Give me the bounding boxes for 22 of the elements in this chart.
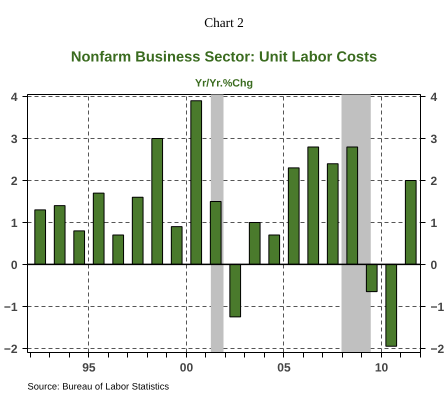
x-tick-label: 10	[374, 360, 388, 374]
y2-tick-label: −1	[430, 300, 445, 314]
source-note: Source: Bureau of Labor Statistics	[28, 382, 170, 392]
y-tick-label: 3	[10, 132, 18, 146]
y2-tick-label: −2	[430, 342, 445, 356]
chart-subtitle: Yr/Yr.%Chg	[194, 78, 254, 90]
x-tick-label: 00	[180, 360, 194, 374]
x-tick-label: 05	[277, 360, 291, 374]
y-tick-label: −2	[4, 342, 18, 356]
caption: Chart 2	[204, 15, 244, 30]
y-tick-label: −1	[4, 300, 18, 314]
y2-tick-label: 3	[430, 132, 438, 146]
chart-title: Nonfarm Business Sector: Unit Labor Costs	[70, 50, 378, 66]
x-tick-label: 95	[82, 360, 96, 374]
y2-tick-label: 2	[430, 174, 438, 188]
y2-tick-label: 0	[430, 258, 438, 272]
y-tick-label: 0	[10, 258, 18, 272]
y-tick-label: 1	[10, 216, 18, 230]
y-tick-label: 4	[10, 90, 18, 104]
y2-tick-label: 1	[430, 216, 438, 230]
y-tick-label: 2	[10, 174, 18, 188]
y2-tick-label: 4	[430, 90, 438, 104]
